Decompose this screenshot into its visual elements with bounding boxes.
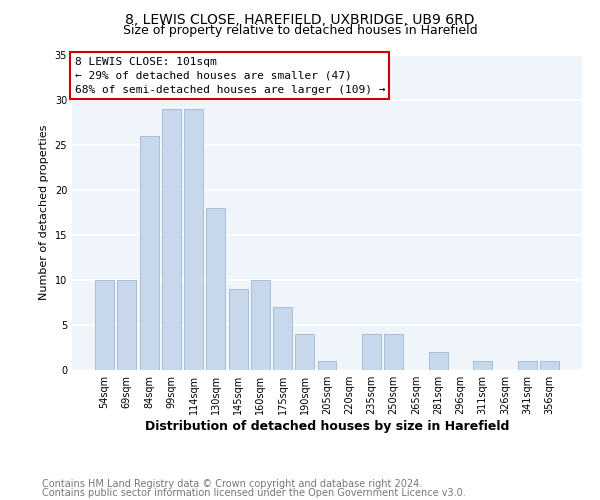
- Text: 8 LEWIS CLOSE: 101sqm
← 29% of detached houses are smaller (47)
68% of semi-deta: 8 LEWIS CLOSE: 101sqm ← 29% of detached …: [74, 56, 385, 94]
- Bar: [540, 361, 559, 370]
- X-axis label: Distribution of detached houses by size in Harefield: Distribution of detached houses by size …: [145, 420, 509, 433]
- Text: Size of property relative to detached houses in Harefield: Size of property relative to detached ho…: [122, 24, 478, 37]
- Bar: [362, 334, 381, 370]
- Text: Contains public sector information licensed under the Open Government Licence v3: Contains public sector information licen…: [42, 488, 466, 498]
- Bar: [251, 280, 270, 370]
- Bar: [273, 307, 292, 370]
- Bar: [206, 208, 225, 370]
- Bar: [317, 361, 337, 370]
- Y-axis label: Number of detached properties: Number of detached properties: [39, 125, 49, 300]
- Text: Contains HM Land Registry data © Crown copyright and database right 2024.: Contains HM Land Registry data © Crown c…: [42, 479, 422, 489]
- Bar: [184, 109, 203, 370]
- Bar: [473, 361, 492, 370]
- Bar: [429, 352, 448, 370]
- Text: 8, LEWIS CLOSE, HAREFIELD, UXBRIDGE, UB9 6RD: 8, LEWIS CLOSE, HAREFIELD, UXBRIDGE, UB9…: [125, 12, 475, 26]
- Bar: [518, 361, 536, 370]
- Bar: [295, 334, 314, 370]
- Bar: [140, 136, 158, 370]
- Bar: [162, 109, 181, 370]
- Bar: [95, 280, 114, 370]
- Bar: [118, 280, 136, 370]
- Bar: [384, 334, 403, 370]
- Bar: [229, 289, 248, 370]
